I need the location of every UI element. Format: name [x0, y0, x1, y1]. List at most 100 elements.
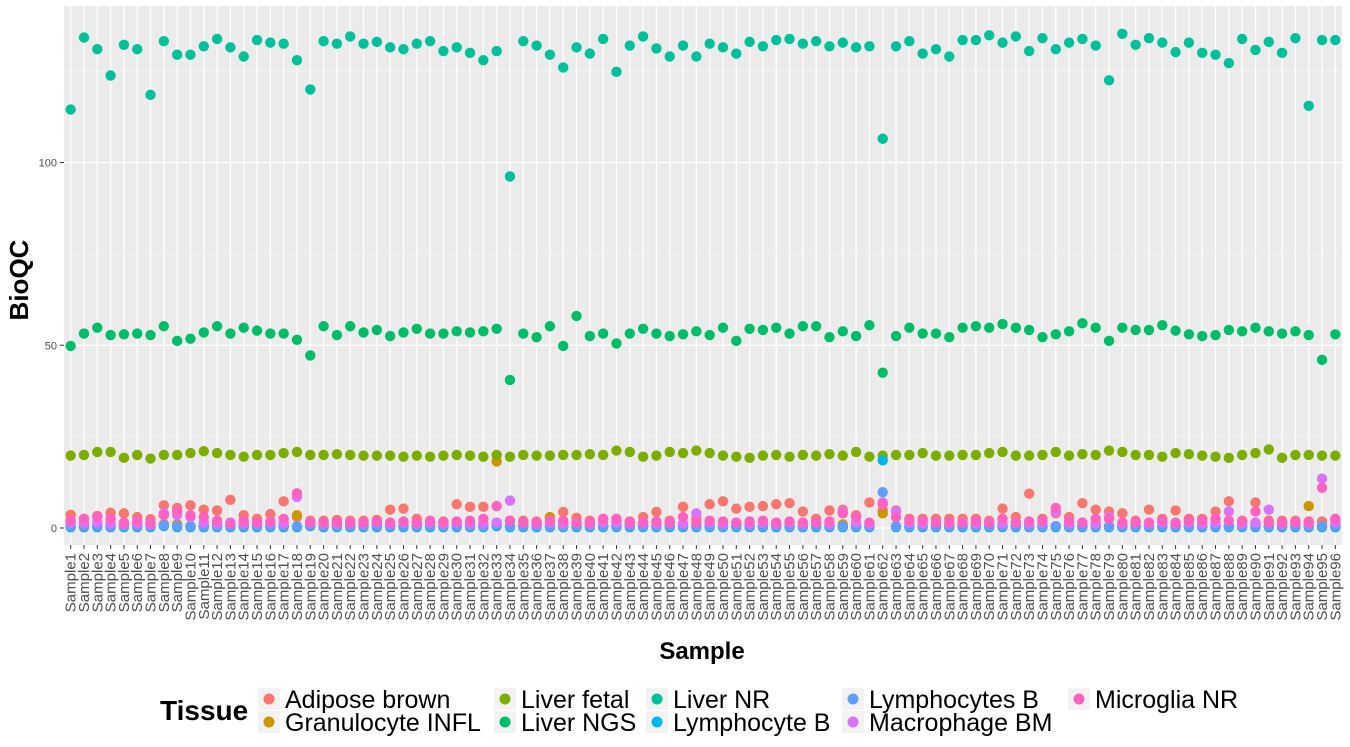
data-point	[890, 330, 902, 342]
data-point	[944, 517, 955, 528]
data-point	[1143, 517, 1155, 528]
data-point	[970, 321, 982, 332]
legend-key	[651, 716, 663, 728]
x-tick-label: Sample44	[635, 553, 652, 621]
data-point	[984, 322, 995, 333]
data-point	[597, 449, 609, 461]
data-point	[558, 62, 569, 73]
data-point	[411, 323, 422, 335]
data-point	[1023, 516, 1035, 527]
data-point	[1223, 324, 1235, 336]
data-point	[731, 48, 742, 59]
data-point	[997, 37, 1008, 48]
data-point	[837, 37, 848, 48]
series-microglia-nr	[65, 482, 1341, 529]
data-point	[1143, 324, 1155, 336]
data-point	[92, 322, 103, 333]
data-point	[185, 447, 196, 459]
data-point	[318, 517, 329, 528]
data-point	[424, 451, 436, 462]
data-point	[1263, 504, 1274, 515]
data-point	[957, 322, 968, 333]
x-tick-label: Sample45	[648, 553, 665, 621]
x-tick-label: Sample96	[1327, 553, 1344, 621]
data-point	[238, 51, 249, 62]
data-point	[1210, 49, 1221, 60]
data-point	[211, 515, 223, 526]
data-point	[1316, 354, 1328, 366]
data-point	[1037, 449, 1048, 461]
data-point	[584, 330, 596, 342]
data-point	[491, 517, 502, 528]
data-point	[824, 41, 835, 52]
data-point	[185, 520, 196, 532]
data-point	[358, 38, 369, 49]
x-tick-label: Sample20	[316, 553, 333, 621]
data-point	[478, 501, 489, 513]
data-point	[531, 40, 542, 51]
data-point	[771, 322, 782, 333]
data-point	[198, 41, 209, 52]
data-point	[704, 447, 715, 459]
minor-gridlines	[64, 70, 1342, 438]
x-tick-label: Sample93	[1287, 553, 1304, 621]
x-tick-label: Sample7	[143, 553, 160, 612]
data-point	[424, 35, 436, 47]
data-point	[1010, 517, 1022, 528]
data-point	[771, 449, 782, 461]
data-point	[531, 332, 542, 343]
legend-key	[651, 693, 663, 705]
data-point	[810, 321, 822, 332]
data-point	[731, 335, 742, 347]
data-point	[305, 84, 316, 95]
x-tick-label: Sample36	[529, 553, 546, 621]
data-point	[438, 328, 449, 339]
data-point	[451, 516, 462, 527]
data-point	[1050, 43, 1061, 55]
data-point	[637, 451, 649, 462]
data-point	[1236, 516, 1248, 527]
data-point	[611, 513, 622, 525]
data-point	[225, 449, 236, 461]
data-point	[438, 450, 449, 461]
legend-key	[263, 716, 275, 728]
data-point	[518, 517, 529, 528]
data-point	[624, 328, 635, 339]
data-point	[424, 328, 436, 339]
data-point	[1117, 28, 1128, 40]
data-point	[757, 500, 769, 512]
x-tick-label: Sample11	[196, 553, 213, 619]
data-point	[398, 503, 409, 514]
x-tick-label: Sample46	[662, 553, 679, 621]
data-point	[451, 499, 462, 510]
data-point	[1170, 517, 1181, 528]
data-point	[1250, 517, 1261, 528]
data-point	[904, 322, 915, 333]
x-tick-label: Sample60	[848, 553, 865, 621]
data-point	[757, 450, 769, 461]
data-point	[1263, 517, 1274, 528]
x-tick-label: Sample10	[182, 553, 199, 621]
x-tick-label: Sample19	[302, 553, 319, 621]
data-point	[1197, 515, 1208, 526]
data-point	[358, 450, 369, 461]
x-tick-label: Sample22	[342, 553, 359, 621]
data-point	[810, 450, 822, 461]
data-point	[544, 321, 556, 332]
data-point	[92, 43, 103, 55]
data-point	[611, 445, 622, 456]
x-tick-label: Sample42	[608, 553, 625, 621]
data-point	[238, 451, 249, 462]
data-point	[1197, 47, 1208, 59]
data-point	[185, 500, 196, 511]
data-point	[518, 328, 529, 339]
data-point	[225, 42, 236, 53]
data-point	[278, 513, 289, 525]
data-point	[1170, 505, 1181, 516]
data-point	[1090, 449, 1101, 461]
data-point	[917, 328, 928, 339]
data-point	[930, 328, 942, 339]
data-point	[1090, 322, 1101, 333]
data-point	[504, 495, 516, 506]
data-point	[92, 446, 103, 458]
